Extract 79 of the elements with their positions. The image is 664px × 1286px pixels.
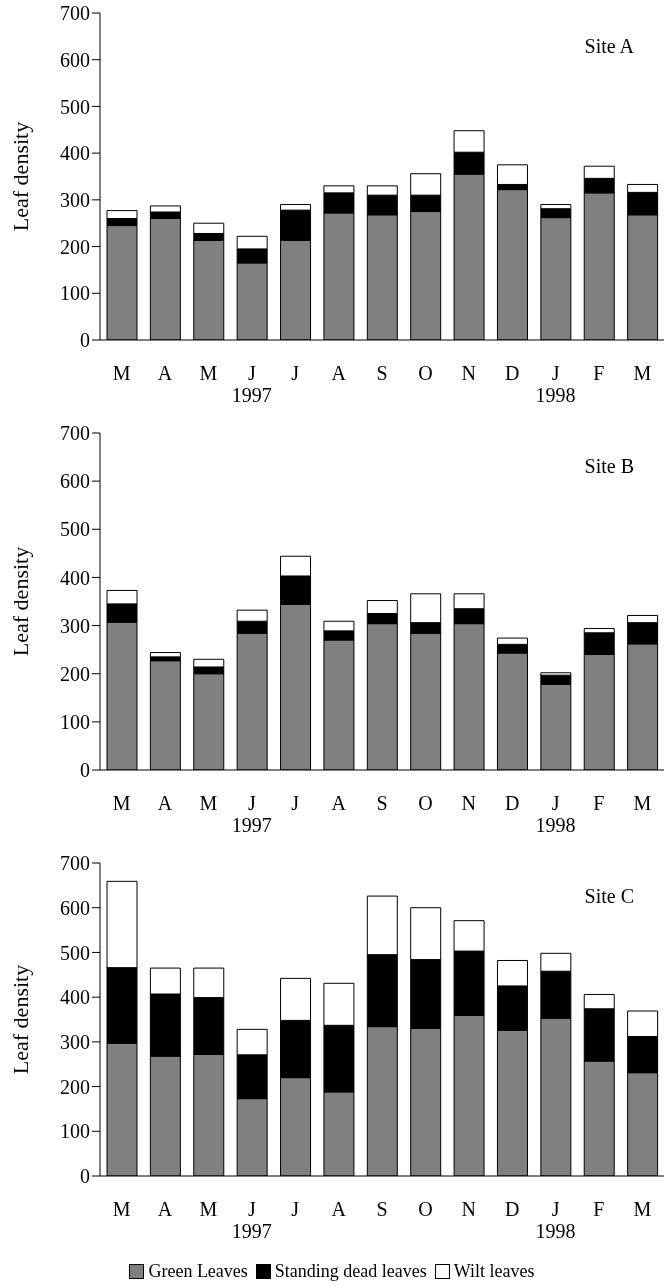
x-tick-label: O <box>418 792 433 814</box>
x-tick-label: F <box>593 362 605 384</box>
x-tick-label: A <box>331 362 347 384</box>
y-tick-label: 700 <box>60 852 90 875</box>
x-tick-label: J <box>247 362 256 384</box>
y-tick-label: 300 <box>60 1030 90 1053</box>
x-tick-label: M <box>633 792 652 814</box>
x-tick-label: A <box>157 1198 173 1220</box>
x-tick-label: O <box>418 1198 433 1220</box>
x-tick-label: F <box>593 1198 605 1220</box>
x-tick-label: D <box>504 1198 520 1220</box>
y-tick-label: 100 <box>60 282 90 305</box>
y-tick-label: 600 <box>60 896 90 919</box>
y-tick-label: 700 <box>60 2 90 25</box>
x-tick-label: J <box>247 1198 256 1220</box>
x-tick-label: N <box>461 362 476 384</box>
x-tick-label: O <box>418 362 433 384</box>
y-tick-label: 400 <box>60 142 90 165</box>
x-tick-label: J <box>291 362 300 384</box>
x-tick-label: A <box>331 792 347 814</box>
y-tick-label: 0 <box>80 329 90 352</box>
x-tick-label: S <box>376 362 388 384</box>
x-tick-label: J <box>551 1198 560 1220</box>
y-axis-title: Leaf density <box>7 121 33 232</box>
y-tick-label: 500 <box>60 941 90 964</box>
y-tick-label: 400 <box>60 566 90 589</box>
text: 1997 <box>230 814 273 837</box>
text: 1998 <box>534 814 577 837</box>
x-tick-label: A <box>157 362 173 384</box>
x-tick-label: A <box>157 792 173 814</box>
bar <box>149 652 181 658</box>
x-tick-label: S <box>376 1198 388 1220</box>
x-tick-label: J <box>291 792 300 814</box>
x-tick-label: F <box>593 792 605 814</box>
x-tick-label: M <box>633 362 652 384</box>
y-tick-label: 400 <box>60 986 90 1009</box>
text: Site A <box>584 35 634 58</box>
legend-label: Green Leaves <box>148 1260 248 1282</box>
legend-label: Standing dead leaves <box>274 1260 427 1282</box>
x-tick-label: M <box>199 792 218 814</box>
y-tick-label: 100 <box>60 1120 90 1143</box>
x-tick-label: M <box>112 362 131 384</box>
x-tick-label: M <box>199 1198 218 1220</box>
x-tick-label: M <box>633 1198 652 1220</box>
x-tick-label: A <box>331 1198 347 1220</box>
x-tick-label: J <box>291 1198 300 1220</box>
x-tick-label: M <box>112 792 131 814</box>
x-tick-label: J <box>551 362 560 384</box>
y-tick-label: 700 <box>60 422 90 445</box>
y-tick-label: 600 <box>60 48 90 71</box>
text: 1997 <box>230 1220 273 1243</box>
legend-label: Wilt leaves <box>453 1260 535 1282</box>
y-tick-label: 0 <box>80 759 90 782</box>
y-tick-label: 500 <box>60 95 90 118</box>
y-tick-label: 600 <box>60 470 90 493</box>
y-axis-title: Leaf density <box>7 964 33 1075</box>
y-tick-label: 500 <box>60 518 90 541</box>
y-axis-title: Leaf density <box>7 546 33 657</box>
text: 1997 <box>230 384 273 407</box>
x-tick-label: D <box>504 792 520 814</box>
x-tick-label: N <box>461 792 476 814</box>
y-tick-label: 200 <box>60 235 90 258</box>
text: Site C <box>584 885 634 908</box>
y-tick-label: 0 <box>80 1165 90 1188</box>
y-tick-label: 100 <box>60 710 90 733</box>
y-tick-label: 300 <box>60 188 90 211</box>
x-tick-label: S <box>376 792 388 814</box>
x-tick-label: J <box>551 792 560 814</box>
text: 1998 <box>534 384 577 407</box>
x-tick-label: D <box>504 362 520 384</box>
x-tick-label: N <box>461 1198 476 1220</box>
x-tick-label: J <box>247 792 256 814</box>
text: 1998 <box>534 1220 577 1243</box>
y-tick-label: 200 <box>60 662 90 685</box>
y-tick-label: 300 <box>60 614 90 637</box>
x-tick-label: M <box>199 362 218 384</box>
x-tick-label: M <box>112 1198 131 1220</box>
y-tick-label: 200 <box>60 1075 90 1098</box>
text: Site B <box>584 455 634 478</box>
